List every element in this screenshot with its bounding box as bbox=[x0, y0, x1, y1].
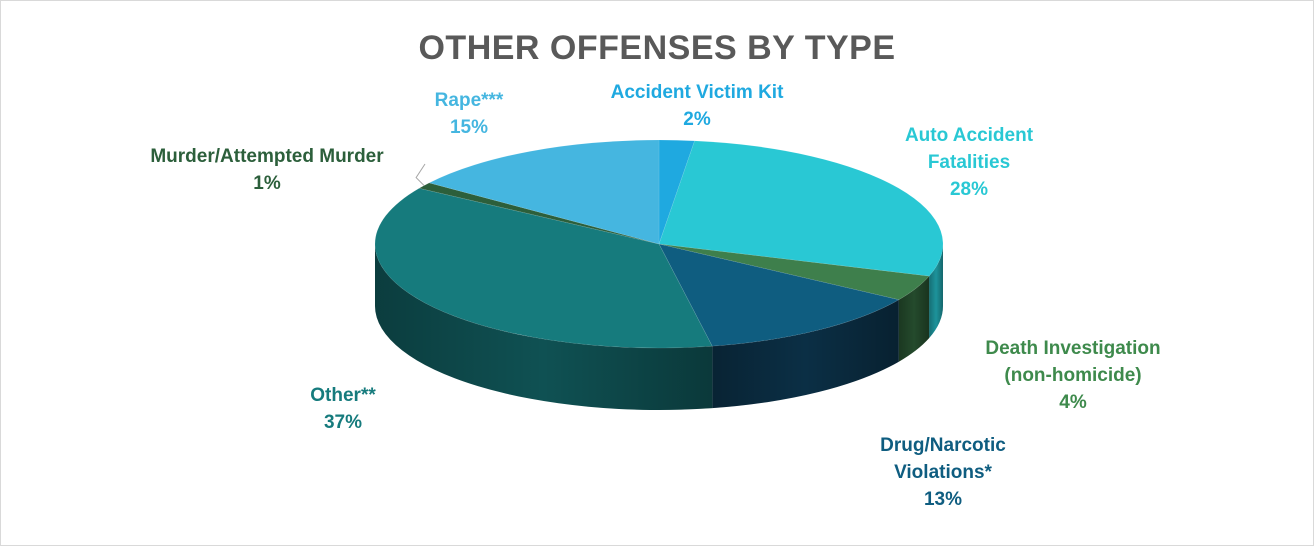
slice-percent-2: 4% bbox=[1059, 392, 1087, 413]
slice-label-1-line-1: Fatalities bbox=[928, 152, 1010, 173]
pie-slice-2[interactable] bbox=[658, 243, 930, 301]
pie-slice-6[interactable] bbox=[428, 139, 660, 245]
slice-label-6-line-0: Rape*** bbox=[435, 90, 504, 111]
pie-slice-side-shade-4-0 bbox=[375, 244, 713, 410]
slice-percent-5: 1% bbox=[253, 173, 281, 194]
slice-label-0-line-0: Accident Victim Kit bbox=[611, 82, 784, 103]
pie-slice-side-shade-2-0 bbox=[898, 276, 930, 362]
slice-percent-0: 2% bbox=[683, 109, 711, 130]
pie-slice-side-shade-1-0 bbox=[929, 244, 943, 339]
pie-slice-side-shade-3-0 bbox=[712, 299, 899, 409]
pie-slice-4[interactable] bbox=[374, 187, 713, 349]
pie-sides bbox=[375, 244, 943, 410]
slice-label-3-line-1: Violations* bbox=[894, 462, 992, 483]
chart-title: OTHER OFFENSES BY TYPE bbox=[418, 29, 896, 67]
slice-percent-4: 37% bbox=[324, 412, 362, 433]
leader-line-murder bbox=[415, 163, 426, 186]
pie-slice-0[interactable] bbox=[658, 139, 696, 245]
slice-label-4-line-0: Other** bbox=[310, 385, 376, 406]
pie-labels: Accident Victim Kit 2% Auto Accident Fatali… bbox=[150, 82, 1160, 510]
pie-tops bbox=[374, 139, 944, 349]
pie-slice-1[interactable] bbox=[658, 140, 944, 277]
slice-label-2-line-1: (non-homicide) bbox=[1004, 365, 1141, 386]
slice-percent-3: 13% bbox=[924, 489, 962, 510]
slice-label-5-line-0: Murder/Attempted Murder bbox=[150, 146, 384, 167]
slice-label-3-line-0: Drug/Narcotic bbox=[880, 435, 1006, 456]
slice-label-2-line-0: Death Investigation bbox=[985, 338, 1160, 359]
slice-percent-6: 15% bbox=[450, 117, 488, 138]
pie-slice-3[interactable] bbox=[658, 243, 900, 347]
pie-leaders bbox=[415, 163, 426, 186]
slice-percent-1: 28% bbox=[950, 179, 988, 200]
slice-label-1-line-0: Auto Accident bbox=[905, 125, 1034, 146]
